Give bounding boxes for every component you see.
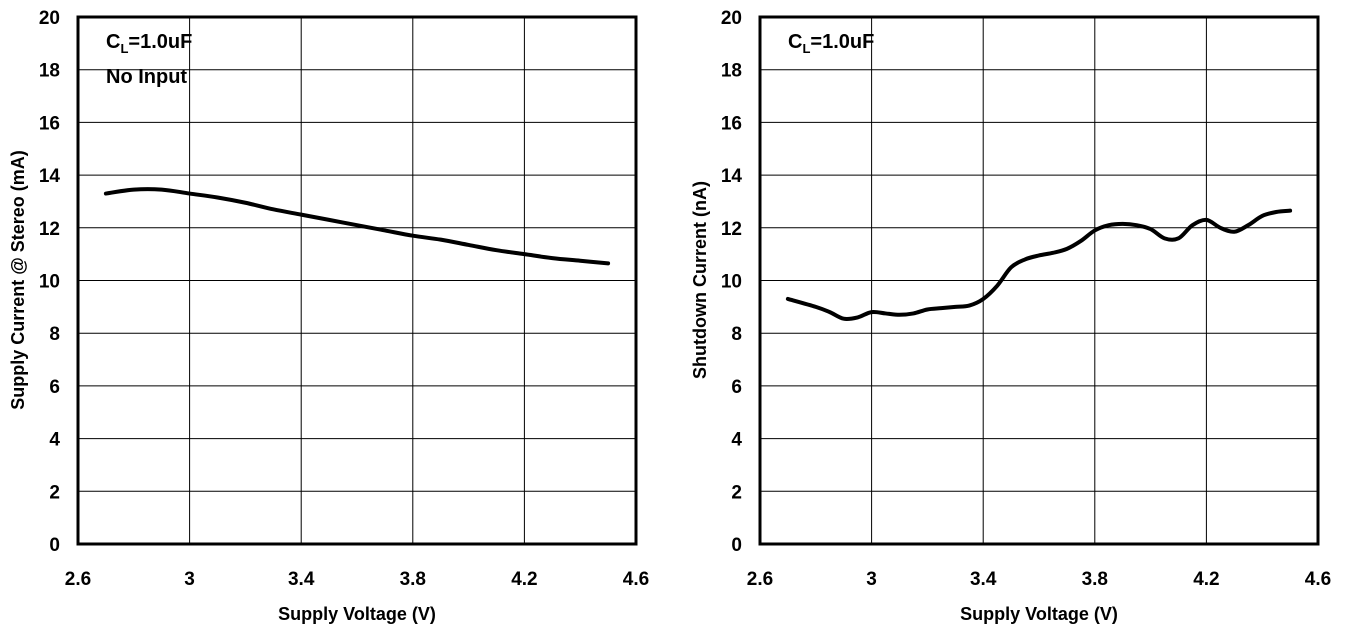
y-tick-label: 18	[721, 61, 742, 82]
y-tick-label: 12	[721, 219, 742, 240]
y-tick-label: 20	[39, 8, 60, 29]
series	[103, 187, 611, 266]
annotation-rest: =1.0uF	[128, 31, 192, 53]
annotations: CL=1.0uF No Input	[106, 31, 192, 88]
y-tick-label: 6	[731, 377, 742, 398]
x-tick-label: 3.4	[288, 569, 315, 590]
plot-frame	[758, 15, 1320, 546]
x-tick-label: 3.4	[970, 569, 997, 590]
y-tick-label: 0	[49, 535, 60, 556]
chart-left: 0 2 4 6 8 10 12 14 16 18 20 2.6 3 3.4 3.8 4.2 4.6 Suppl…	[8, 8, 649, 624]
annotation-main: No Input	[106, 66, 187, 88]
y-tick-label: 18	[39, 61, 60, 82]
y-tick-label: 6	[49, 377, 60, 398]
chart-right: 0 2 4 6 8 10 12 14 16 18 20 2.6 3 3.4 3.8 4.2 4.6 Suppl…	[690, 8, 1331, 624]
y-tick-label: 8	[731, 324, 742, 345]
y-tick-label: 14	[39, 166, 61, 187]
y-tick-label: 16	[39, 113, 60, 134]
x-tick-label: 4.2	[1193, 569, 1219, 590]
y-tick-label: 2	[49, 482, 60, 503]
annotation-subscript: L	[802, 41, 810, 56]
annotation-subscript: L	[120, 41, 128, 56]
x-tick-label: 4.2	[511, 569, 537, 590]
x-tick-label: 4.6	[623, 569, 649, 590]
gridlines	[760, 17, 1318, 544]
annotation: CL=1.0uF	[788, 31, 874, 56]
y-tick-label: 8	[49, 324, 60, 345]
x-tick-labels: 2.6 3 3.4 3.8 4.2 4.6	[747, 569, 1331, 590]
x-tick-label: 3	[184, 569, 195, 590]
gridlines	[78, 17, 636, 544]
annotation: No Input	[106, 66, 187, 88]
x-tick-label: 3	[866, 569, 877, 590]
x-tick-label: 3.8	[400, 569, 426, 590]
series-line	[103, 187, 611, 266]
y-tick-label: 10	[721, 272, 742, 293]
y-tick-label: 12	[39, 219, 60, 240]
x-tick-label: 4.6	[1305, 569, 1331, 590]
y-tick-label: 2	[731, 482, 742, 503]
x-tick-label: 3.8	[1082, 569, 1108, 590]
y-tick-label: 4	[731, 430, 742, 451]
y-tick-label: 16	[721, 113, 742, 134]
y-tick-label: 4	[49, 430, 60, 451]
y-tick-labels: 0 2 4 6 8 10 12 14 16 18 20	[39, 8, 61, 556]
x-axis-label: Supply Voltage (V)	[278, 604, 436, 624]
series	[785, 208, 1293, 322]
y-axis-label: Shutdown Current (nA)	[690, 181, 710, 379]
y-tick-labels: 0 2 4 6 8 10 12 14 16 18 20	[721, 8, 743, 556]
plot-frame	[76, 15, 638, 546]
annotations: CL=1.0uF	[788, 31, 874, 56]
y-tick-label: 20	[721, 8, 742, 29]
y-tick-label: 0	[731, 535, 742, 556]
y-tick-label: 14	[721, 166, 743, 187]
annotation: CL=1.0uF	[106, 31, 192, 56]
x-tick-label: 2.6	[65, 569, 91, 590]
y-axis-label: Supply Current @ Stereo (mA)	[8, 150, 28, 410]
x-axis-label: Supply Voltage (V)	[960, 604, 1118, 624]
y-tick-label: 10	[39, 272, 60, 293]
annotation-main: C	[788, 31, 802, 53]
series-line	[785, 208, 1293, 322]
x-tick-label: 2.6	[747, 569, 773, 590]
x-tick-labels: 2.6 3 3.4 3.8 4.2 4.6	[65, 569, 649, 590]
annotation-rest: =1.0uF	[810, 31, 874, 53]
annotation-main: C	[106, 31, 120, 53]
